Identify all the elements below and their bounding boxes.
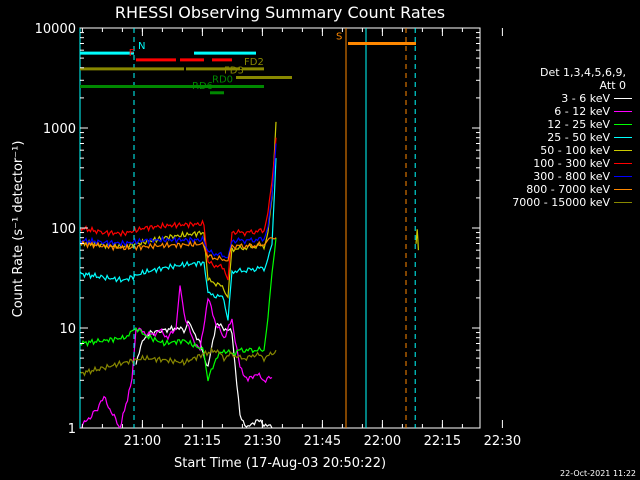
series-layer bbox=[80, 121, 419, 428]
legend-entry: 25 - 50 keV bbox=[486, 131, 636, 144]
legend-label: 100 - 300 keV bbox=[533, 157, 610, 170]
legend-entry: 3 - 6 keV bbox=[486, 92, 636, 105]
legend: Det 1,3,4,5,6,9, Att 0 3 - 6 keV 6 - 12 ke… bbox=[486, 66, 636, 209]
legend-label: 50 - 100 keV bbox=[540, 144, 610, 157]
series-line bbox=[80, 158, 277, 321]
series-line bbox=[80, 237, 277, 262]
legend-label: 3 - 6 keV bbox=[561, 92, 610, 105]
legend-entry: 100 - 300 keV bbox=[486, 157, 636, 170]
legend-entry: 50 - 100 keV bbox=[486, 144, 636, 157]
flag-label: S bbox=[336, 31, 342, 42]
timestamp: 22-Oct-2021 11:22 bbox=[560, 469, 636, 478]
y-tick-label: 10000 bbox=[35, 22, 76, 37]
series-line bbox=[80, 346, 277, 377]
legend-entry: 6 - 12 keV bbox=[486, 105, 636, 118]
tick-layer: 1 10 100 1000 10000 21:00 21:15 21:30 21:45 22:00… bbox=[35, 22, 521, 449]
x-tick-label: 22:00 bbox=[364, 434, 401, 449]
flag-label: FD2 bbox=[244, 57, 264, 68]
x-tick-label: 21:15 bbox=[184, 434, 221, 449]
legend-swatch bbox=[614, 137, 632, 138]
series-line bbox=[415, 229, 419, 251]
x-tick-label: 21:00 bbox=[124, 434, 161, 449]
legend-label: 25 - 50 keV bbox=[547, 131, 610, 144]
legend-entry: 800 - 7000 keV bbox=[486, 183, 636, 196]
x-tick-label: 22:30 bbox=[484, 434, 521, 449]
legend-entry: 12 - 25 keV bbox=[486, 118, 636, 131]
series-line bbox=[135, 320, 273, 428]
legend-swatch bbox=[614, 163, 632, 164]
x-tick-label: 22:15 bbox=[424, 434, 461, 449]
x-tick-label: 21:30 bbox=[244, 434, 281, 449]
legend-label: 7000 - 15000 keV bbox=[512, 196, 610, 209]
legend-swatch bbox=[614, 189, 632, 190]
flag-label: N bbox=[138, 41, 145, 52]
y-tick-label: 10 bbox=[59, 322, 76, 337]
legend-entry: 300 - 800 keV bbox=[486, 170, 636, 183]
legend-label: 6 - 12 keV bbox=[554, 105, 610, 118]
y-tick-label: 1 bbox=[68, 422, 76, 437]
legend-label: 800 - 7000 keV bbox=[526, 183, 610, 196]
chart-title: RHESSI Observing Summary Count Rates bbox=[115, 3, 445, 22]
flag-label: FD3 bbox=[224, 65, 244, 76]
legend-swatch bbox=[614, 98, 632, 99]
legend-swatch bbox=[614, 176, 632, 177]
legend-swatch bbox=[614, 111, 632, 112]
legend-swatch bbox=[614, 150, 632, 151]
series-line bbox=[80, 237, 277, 382]
legend-label: 12 - 25 keV bbox=[547, 118, 610, 131]
legend-header: Att 0 bbox=[599, 79, 626, 92]
y-tick-label: 100 bbox=[51, 222, 76, 237]
series-line bbox=[80, 137, 277, 281]
series-line bbox=[81, 285, 273, 428]
y-axis-label: Count Rate (s⁻¹ detector⁻¹) bbox=[11, 141, 26, 318]
legend-swatch bbox=[614, 202, 632, 203]
legend-entry: 7000 - 15000 keV bbox=[486, 196, 636, 209]
legend-label: 300 - 800 keV bbox=[533, 170, 610, 183]
x-tick-label: 21:45 bbox=[304, 434, 341, 449]
legend-swatch bbox=[614, 124, 632, 125]
flag-label: F bbox=[129, 48, 135, 59]
x-axis-label: Start Time (17-Aug-03 20:50:22) bbox=[174, 456, 386, 471]
y-tick-label: 1000 bbox=[43, 122, 76, 137]
series-line bbox=[80, 143, 277, 259]
flag-label: RD6 bbox=[192, 81, 213, 92]
flag-label: RD0 bbox=[212, 75, 233, 86]
legend-header: Det 1,3,4,5,6,9, bbox=[539, 66, 626, 79]
